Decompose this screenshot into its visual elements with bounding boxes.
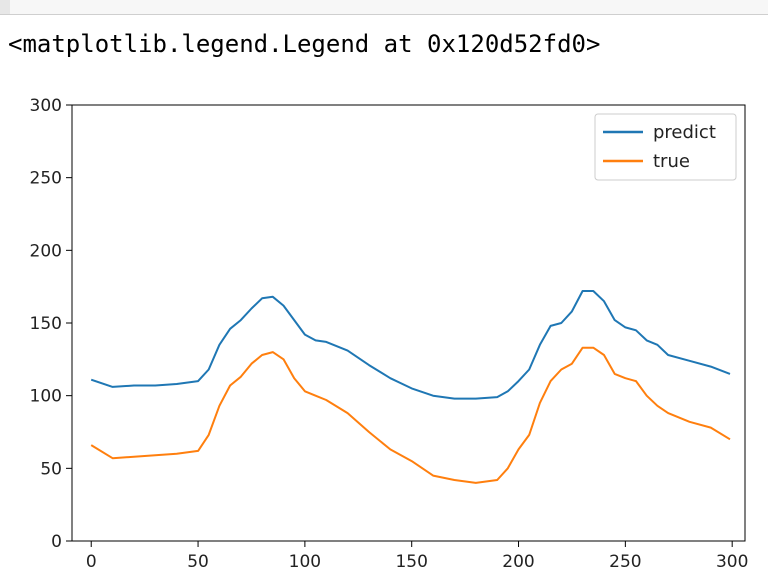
x-tick-label: 50 <box>187 552 209 572</box>
x-tick-label: 150 <box>395 552 427 572</box>
legend-label-true: true <box>653 151 690 172</box>
series-line-predict <box>90 290 731 400</box>
x-tick-label: 250 <box>609 552 641 572</box>
x-tick-label: 0 <box>86 552 97 572</box>
x-tick-label: 200 <box>502 552 534 572</box>
legend-label-predict: predict <box>653 122 716 143</box>
y-tick-label: 0 <box>51 532 62 552</box>
x-tick-label: 100 <box>289 552 321 572</box>
y-tick-label: 150 <box>30 314 62 334</box>
line-chart: 0 50 100 150 200 250 300 0 50 100 150 200 250 300 pred… <box>30 96 749 572</box>
y-tick-label: 100 <box>30 387 62 407</box>
legend-box <box>594 113 737 181</box>
y-tick-label: 250 <box>30 169 62 189</box>
previous-cell-strip <box>0 0 768 15</box>
cell-edge-marker <box>0 0 10 14</box>
x-tick-label: 300 <box>716 552 748 572</box>
series-line-true <box>90 346 731 484</box>
cell-output-text: <matplotlib.legend.Legend at 0x120d52fd0… <box>8 30 601 58</box>
y-tick-label: 50 <box>40 459 62 479</box>
y-tick-label: 200 <box>30 241 62 261</box>
y-tick-label: 300 <box>30 96 62 116</box>
